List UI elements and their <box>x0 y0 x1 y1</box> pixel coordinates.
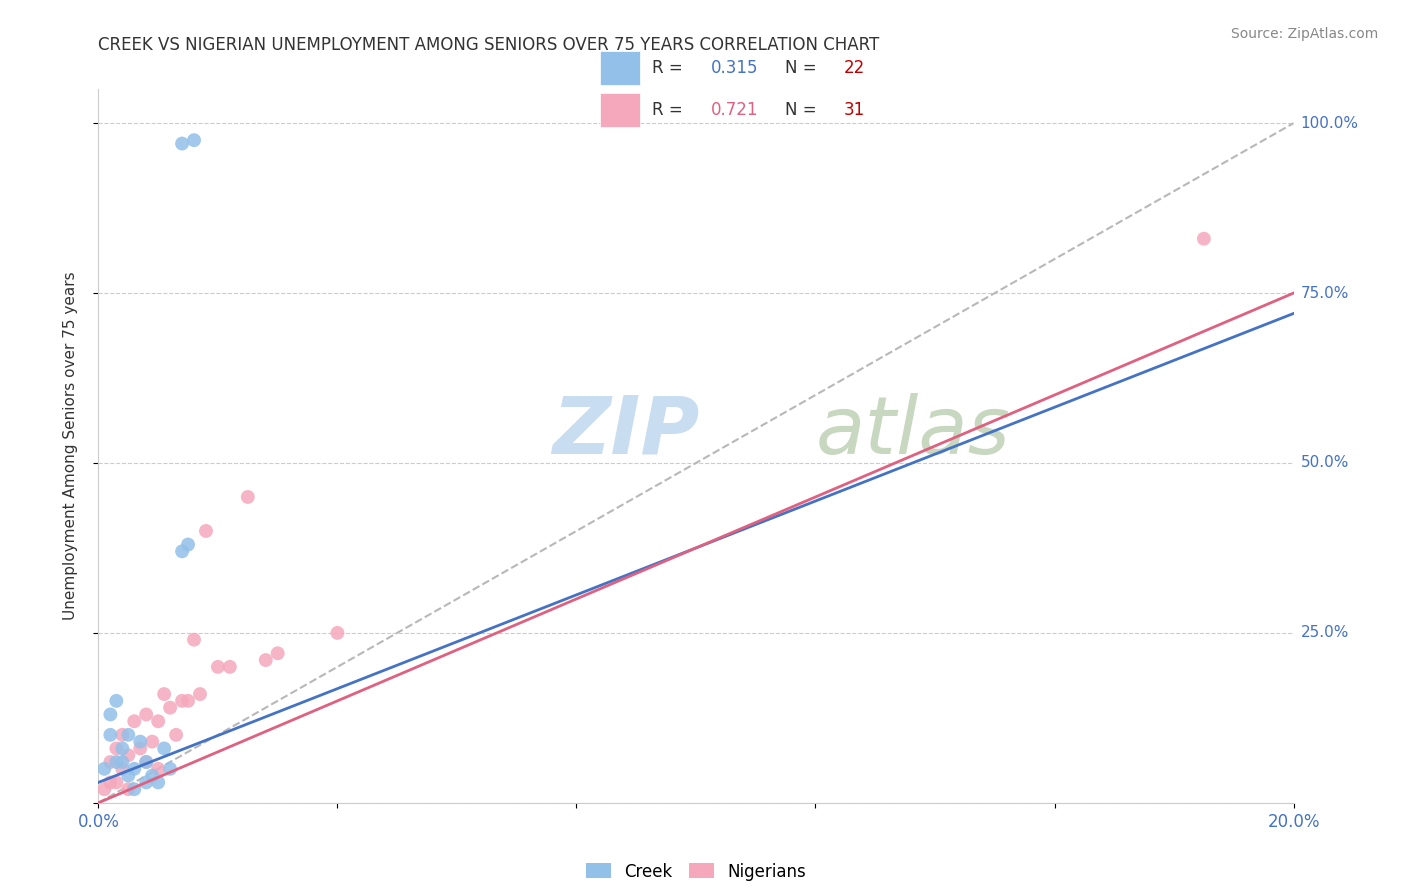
Text: atlas: atlas <box>815 392 1011 471</box>
Text: ZIP: ZIP <box>553 392 700 471</box>
Point <box>219 660 242 674</box>
Point <box>117 769 139 783</box>
Point <box>129 741 152 756</box>
Text: 31: 31 <box>844 101 866 119</box>
Text: R =: R = <box>652 59 689 77</box>
FancyBboxPatch shape <box>600 93 640 127</box>
Point <box>153 687 176 701</box>
Text: 25.0%: 25.0% <box>1301 625 1348 640</box>
Point <box>98 755 122 769</box>
Text: N =: N = <box>786 59 823 77</box>
Point <box>159 700 181 714</box>
Point <box>141 769 163 783</box>
Point <box>141 734 163 748</box>
Point <box>117 748 139 763</box>
Text: Source: ZipAtlas.com: Source: ZipAtlas.com <box>1230 27 1378 41</box>
Point <box>148 775 170 789</box>
Point <box>188 687 211 701</box>
Point <box>135 755 157 769</box>
Point <box>93 762 115 776</box>
Text: 100.0%: 100.0% <box>1301 116 1358 131</box>
Point <box>124 782 146 797</box>
Point <box>111 755 134 769</box>
Point <box>105 741 128 756</box>
Text: N =: N = <box>786 101 823 119</box>
Point <box>183 133 205 147</box>
Point <box>148 762 170 776</box>
Text: R =: R = <box>652 101 689 119</box>
Point <box>135 707 157 722</box>
Point <box>111 741 134 756</box>
Text: CREEK VS NIGERIAN UNEMPLOYMENT AMONG SENIORS OVER 75 YEARS CORRELATION CHART: CREEK VS NIGERIAN UNEMPLOYMENT AMONG SEN… <box>98 36 880 54</box>
Legend: Creek, Nigerians: Creek, Nigerians <box>579 856 813 888</box>
Point <box>124 762 146 776</box>
Point <box>177 694 200 708</box>
Point <box>135 775 157 789</box>
Point <box>105 755 128 769</box>
Point <box>254 653 277 667</box>
Y-axis label: Unemployment Among Seniors over 75 years: Unemployment Among Seniors over 75 years <box>63 272 77 620</box>
Point <box>159 762 181 776</box>
Point <box>93 782 115 797</box>
Point <box>105 694 128 708</box>
Point <box>124 714 146 729</box>
Point <box>129 734 152 748</box>
Point <box>183 632 205 647</box>
Point <box>207 660 229 674</box>
Point <box>148 714 170 729</box>
Point <box>153 741 176 756</box>
Text: 0.721: 0.721 <box>711 101 759 119</box>
Point <box>267 646 290 660</box>
Point <box>111 762 134 776</box>
Point <box>177 537 200 551</box>
Point <box>117 728 139 742</box>
Point <box>165 728 187 742</box>
Point <box>1192 232 1215 246</box>
Point <box>98 728 122 742</box>
Point <box>172 136 194 151</box>
Point <box>117 782 139 797</box>
Point <box>111 728 134 742</box>
Text: 22: 22 <box>844 59 866 77</box>
Point <box>194 524 218 538</box>
Point <box>326 626 349 640</box>
Point <box>236 490 259 504</box>
FancyBboxPatch shape <box>600 51 640 85</box>
Point <box>105 775 128 789</box>
Point <box>98 775 122 789</box>
Point <box>172 694 194 708</box>
Text: 75.0%: 75.0% <box>1301 285 1348 301</box>
Text: 50.0%: 50.0% <box>1301 456 1348 470</box>
Point <box>135 755 157 769</box>
Text: 0.315: 0.315 <box>711 59 759 77</box>
Point <box>98 707 122 722</box>
Point <box>172 544 194 558</box>
